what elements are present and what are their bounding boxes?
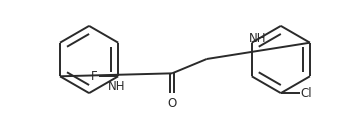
Text: NH: NH bbox=[108, 80, 126, 93]
Text: Cl: Cl bbox=[301, 87, 312, 100]
Text: F: F bbox=[91, 70, 98, 83]
Text: NH: NH bbox=[249, 32, 266, 45]
Text: O: O bbox=[167, 97, 177, 110]
